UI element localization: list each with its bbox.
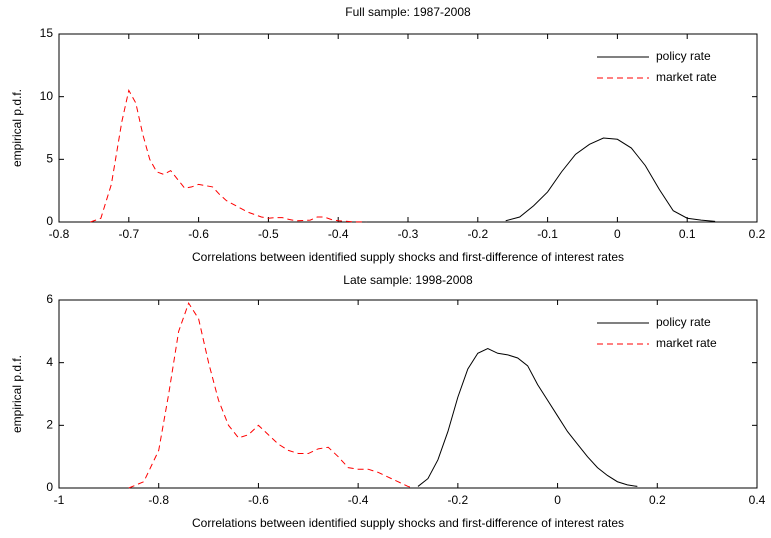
x-tick-label: -1 [54, 493, 65, 507]
x-tick-label: 0 [614, 227, 621, 241]
y-tick-label: 15 [40, 26, 54, 40]
y-tick-label: 6 [46, 292, 53, 306]
line-series [90, 89, 367, 223]
y-tick-label: 0 [46, 214, 53, 228]
legend-label: policy rate [656, 49, 711, 63]
axes-box [58, 33, 758, 223]
legend-label: market rate [656, 336, 717, 350]
x-tick-label: -0.6 [188, 227, 209, 241]
x-tick-label: -0.7 [118, 227, 139, 241]
x-tick-label: -0.3 [398, 227, 419, 241]
y-tick-label: 0 [46, 480, 53, 494]
line-series [505, 137, 716, 222]
x-tick-label: 0.2 [649, 493, 666, 507]
y-tick-label: 2 [46, 418, 53, 432]
x-tick-label: -0.4 [328, 227, 349, 241]
x-tick-label: -0.2 [448, 493, 469, 507]
x-tick-label: -0.4 [348, 493, 369, 507]
legend-label: market rate [656, 70, 717, 84]
x-tick-label: 0.2 [749, 227, 766, 241]
axes-box [58, 299, 758, 489]
chart-title: Full sample: 1987-2008 [345, 5, 471, 19]
x-tick-label: -0.8 [148, 493, 169, 507]
x-tick-label: -0.8 [49, 227, 70, 241]
chart-title: Late sample: 1998-2008 [343, 273, 473, 287]
y-tick-label: 10 [40, 89, 54, 103]
x-tick-label: 0.4 [749, 493, 766, 507]
x-axis-label: Correlations between identified supply s… [192, 516, 624, 530]
x-tick-label: 0 [554, 493, 561, 507]
x-tick-label: -0.6 [248, 493, 269, 507]
x-tick-label: 0.1 [679, 227, 696, 241]
y-tick-label: 5 [46, 152, 53, 166]
line-series [417, 348, 638, 487]
x-tick-label: -0.5 [258, 227, 279, 241]
y-axis-label: empirical p.d.f. [10, 355, 24, 433]
legend-label: policy rate [656, 315, 711, 329]
line-series [128, 301, 414, 489]
y-tick-label: 4 [46, 355, 53, 369]
x-tick-label: -0.2 [467, 227, 488, 241]
y-axis-label: empirical p.d.f. [10, 89, 24, 167]
x-axis-label: Correlations between identified supply s… [192, 250, 624, 264]
x-tick-label: -0.1 [537, 227, 558, 241]
